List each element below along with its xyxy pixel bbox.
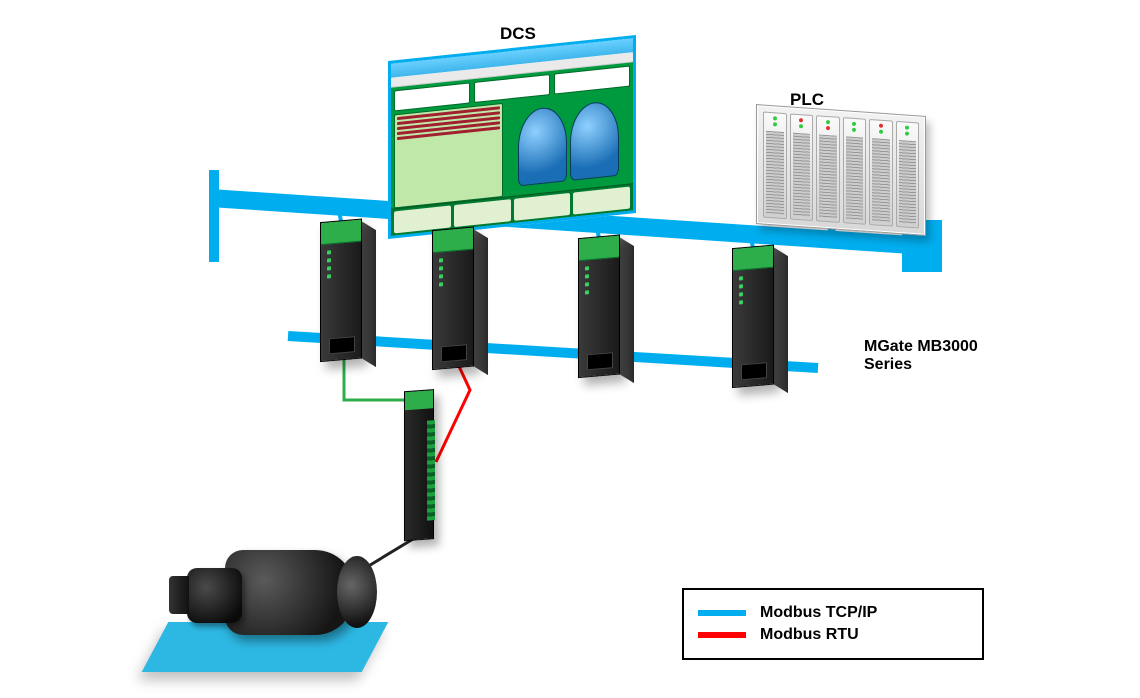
gateway-3	[578, 234, 628, 378]
io-device	[404, 389, 440, 542]
legend-label-rtu: Modbus RTU	[760, 626, 859, 644]
pump-device	[185, 540, 425, 680]
dcs-label: DCS	[500, 24, 536, 44]
plc-device	[756, 104, 926, 236]
gateway-4	[732, 244, 782, 388]
legend: Modbus TCP/IP Modbus RTU	[682, 588, 984, 660]
gateway-2	[432, 226, 482, 370]
legend-swatch-rtu	[698, 632, 746, 638]
legend-row-rtu: Modbus RTU	[698, 626, 968, 644]
gateway-1	[320, 218, 370, 362]
rtu-line	[436, 362, 470, 462]
dcs-monitor	[388, 35, 636, 239]
legend-label-tcp: Modbus TCP/IP	[760, 604, 877, 622]
legend-swatch-tcp	[698, 610, 746, 616]
gateway-series-label: MGate MB3000 Series	[864, 338, 978, 374]
legend-row-tcp: Modbus TCP/IP	[698, 604, 968, 622]
